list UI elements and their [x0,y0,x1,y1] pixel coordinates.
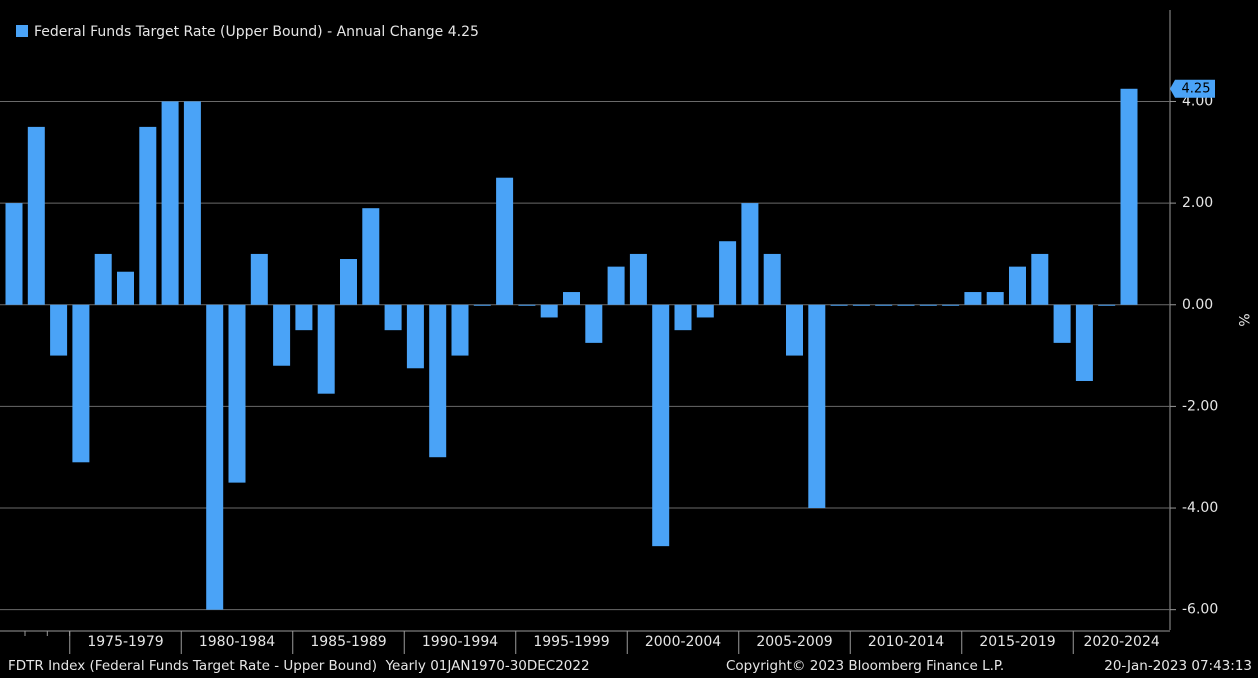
x-group-label: 2020-2024 [1083,634,1159,650]
x-group-label: 1995-1999 [533,634,609,650]
bar [5,203,23,305]
bar [340,259,357,305]
last-value-label: 4.25 [1182,81,1211,96]
bar [206,304,224,610]
x-group-label: 2000-2004 [645,634,721,650]
bar [518,304,536,306]
y-tick-label: -4.00 [1182,500,1218,516]
bar [27,126,45,305]
bar [295,304,313,331]
x-group-label: 1975-1979 [87,634,163,650]
bar [1075,304,1093,381]
bar [161,101,179,305]
bar [1120,88,1138,305]
y-axis-label: % [1235,313,1251,326]
footer-timestamp: 20-Jan-2023 07:43:13 [1104,658,1252,674]
bar [540,304,558,318]
footer-copyright: Copyright© 2023 Bloomberg Finance L.P. [726,658,1004,674]
bar [808,304,826,509]
bar [897,304,915,306]
bar [250,253,268,305]
bar [696,304,714,318]
legend-swatch [16,25,28,37]
footer-source: FDTR Index (Federal Funds Target Rate - … [8,658,590,674]
bar [451,304,469,356]
bar [607,266,625,305]
bar [629,253,647,305]
bar [875,304,893,306]
bar [852,304,870,306]
bar [1098,304,1116,306]
y-tick-label: -2.00 [1182,398,1218,414]
bar [986,292,1004,305]
legend-label: Federal Funds Target Rate (Upper Bound) … [34,24,479,40]
x-group-label: 1980-1984 [199,634,275,650]
bar [674,304,692,331]
y-tick-label: -6.00 [1182,602,1218,618]
bar [830,304,848,306]
bar [117,271,134,305]
bar [919,304,937,306]
bar [719,241,737,305]
bar [94,253,112,305]
bar [585,304,603,343]
x-group-label: 1985-1989 [310,634,386,650]
bar [139,126,157,305]
x-group-label: 2010-2014 [868,634,944,650]
x-group-label: 2015-2019 [979,634,1055,650]
bar [273,304,291,366]
y-tick-label: 0.00 [1182,297,1213,313]
y-tick-label: 2.00 [1182,195,1213,211]
bar [741,203,759,305]
bar [563,292,580,305]
x-group-label: 2005-2009 [756,634,832,650]
bar [228,304,246,483]
bar [72,304,90,463]
bar [1009,266,1026,305]
bar [763,253,781,305]
bar [317,304,335,394]
bar [362,208,380,305]
bar [183,101,201,305]
bar [1053,304,1071,343]
bar [652,304,670,547]
last-value-tag [1170,79,1215,98]
bar [786,304,803,356]
bar [429,304,447,458]
bar [964,292,982,305]
bar [473,304,491,306]
bar [384,304,402,331]
bar [50,304,68,356]
bar [496,177,514,305]
x-group-label: 1990-1994 [422,634,498,650]
bar [1031,253,1049,305]
bar [406,304,424,369]
bar [942,304,960,306]
